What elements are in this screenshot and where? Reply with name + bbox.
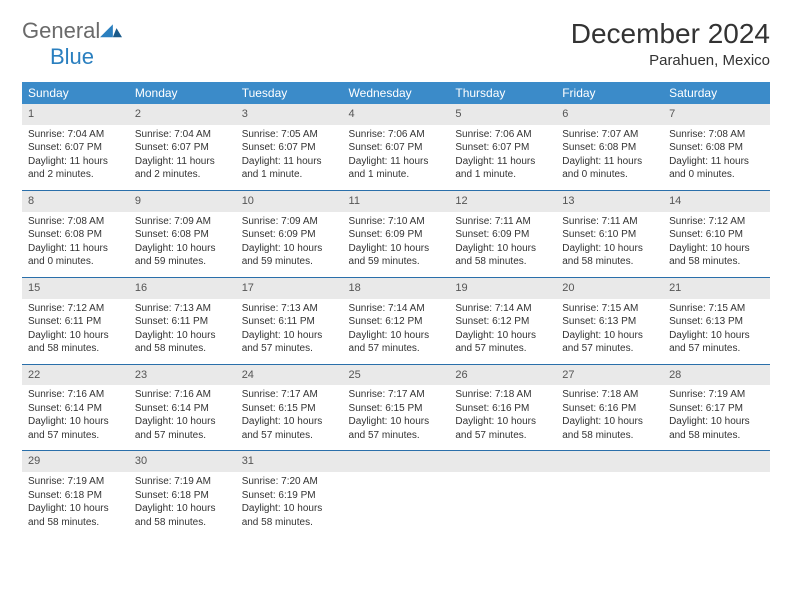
day-detail-cell: Sunrise: 7:14 AMSunset: 6:12 PMDaylight:… [343, 299, 450, 365]
day-number-cell: 1 [22, 104, 129, 125]
logo: General Blue [22, 18, 122, 70]
day-detail-cell: Sunrise: 7:15 AMSunset: 6:13 PMDaylight:… [556, 299, 663, 365]
day-number-row: 891011121314 [22, 190, 770, 211]
day-detail-cell: Sunrise: 7:17 AMSunset: 6:15 PMDaylight:… [343, 385, 450, 451]
day-number-cell: 8 [22, 190, 129, 211]
day-detail-cell: Sunrise: 7:19 AMSunset: 6:18 PMDaylight:… [129, 472, 236, 537]
logo-word2: Blue [50, 44, 94, 69]
day-detail-cell: Sunrise: 7:04 AMSunset: 6:07 PMDaylight:… [129, 125, 236, 191]
day-number-cell: 5 [449, 104, 556, 125]
day-number-cell: 27 [556, 364, 663, 385]
day-detail-cell: Sunrise: 7:11 AMSunset: 6:10 PMDaylight:… [556, 212, 663, 278]
day-number-cell: 3 [236, 104, 343, 125]
day-detail-cell: Sunrise: 7:06 AMSunset: 6:07 PMDaylight:… [449, 125, 556, 191]
day-number-cell: 20 [556, 277, 663, 298]
day-number-cell: 12 [449, 190, 556, 211]
title-block: December 2024 Parahuen, Mexico [571, 18, 770, 69]
day-detail-cell: Sunrise: 7:09 AMSunset: 6:08 PMDaylight:… [129, 212, 236, 278]
day-number-cell: 29 [22, 451, 129, 472]
day-number-cell: 4 [343, 104, 450, 125]
day-detail-cell: Sunrise: 7:18 AMSunset: 6:16 PMDaylight:… [449, 385, 556, 451]
weekday-header: Monday [129, 82, 236, 104]
day-detail-cell: Sunrise: 7:05 AMSunset: 6:07 PMDaylight:… [236, 125, 343, 191]
day-number-cell: 9 [129, 190, 236, 211]
day-number-cell: 31 [236, 451, 343, 472]
day-number-cell [343, 451, 450, 472]
day-detail-cell: Sunrise: 7:18 AMSunset: 6:16 PMDaylight:… [556, 385, 663, 451]
day-detail-cell: Sunrise: 7:13 AMSunset: 6:11 PMDaylight:… [129, 299, 236, 365]
day-number-cell [663, 451, 770, 472]
day-detail-cell: Sunrise: 7:06 AMSunset: 6:07 PMDaylight:… [343, 125, 450, 191]
day-detail-row: Sunrise: 7:08 AMSunset: 6:08 PMDaylight:… [22, 212, 770, 278]
day-detail-cell [449, 472, 556, 537]
location: Parahuen, Mexico [571, 52, 770, 69]
day-number-cell: 7 [663, 104, 770, 125]
logo-text: General Blue [22, 18, 122, 70]
day-detail-row: Sunrise: 7:04 AMSunset: 6:07 PMDaylight:… [22, 125, 770, 191]
logo-mark-icon [100, 20, 122, 38]
weekday-header-row: SundayMondayTuesdayWednesdayThursdayFrid… [22, 82, 770, 104]
header: General Blue December 2024 Parahuen, Mex… [22, 18, 770, 70]
day-detail-cell [663, 472, 770, 537]
day-number-cell: 10 [236, 190, 343, 211]
day-number-cell [556, 451, 663, 472]
day-detail-cell [556, 472, 663, 537]
weekday-header: Sunday [22, 82, 129, 104]
day-number-cell: 15 [22, 277, 129, 298]
day-number-cell: 24 [236, 364, 343, 385]
day-number-cell: 21 [663, 277, 770, 298]
day-number-row: 22232425262728 [22, 364, 770, 385]
day-detail-cell: Sunrise: 7:17 AMSunset: 6:15 PMDaylight:… [236, 385, 343, 451]
day-number-cell: 25 [343, 364, 450, 385]
day-detail-cell: Sunrise: 7:16 AMSunset: 6:14 PMDaylight:… [129, 385, 236, 451]
day-detail-cell: Sunrise: 7:11 AMSunset: 6:09 PMDaylight:… [449, 212, 556, 278]
day-number-cell: 16 [129, 277, 236, 298]
day-detail-cell: Sunrise: 7:04 AMSunset: 6:07 PMDaylight:… [22, 125, 129, 191]
day-detail-cell: Sunrise: 7:19 AMSunset: 6:17 PMDaylight:… [663, 385, 770, 451]
day-number-cell: 6 [556, 104, 663, 125]
day-number-cell: 19 [449, 277, 556, 298]
logo-word1: General [22, 18, 100, 43]
day-detail-cell: Sunrise: 7:12 AMSunset: 6:11 PMDaylight:… [22, 299, 129, 365]
weekday-header: Tuesday [236, 82, 343, 104]
day-number-cell: 13 [556, 190, 663, 211]
day-detail-cell [343, 472, 450, 537]
calendar-table: SundayMondayTuesdayWednesdayThursdayFrid… [22, 82, 770, 537]
day-detail-row: Sunrise: 7:19 AMSunset: 6:18 PMDaylight:… [22, 472, 770, 537]
day-detail-cell: Sunrise: 7:08 AMSunset: 6:08 PMDaylight:… [663, 125, 770, 191]
day-number-row: 1234567 [22, 104, 770, 125]
day-detail-cell: Sunrise: 7:07 AMSunset: 6:08 PMDaylight:… [556, 125, 663, 191]
day-number-row: 15161718192021 [22, 277, 770, 298]
day-number-cell: 22 [22, 364, 129, 385]
day-detail-cell: Sunrise: 7:08 AMSunset: 6:08 PMDaylight:… [22, 212, 129, 278]
weekday-header: Thursday [449, 82, 556, 104]
day-number-cell [449, 451, 556, 472]
weekday-header: Saturday [663, 82, 770, 104]
day-detail-row: Sunrise: 7:12 AMSunset: 6:11 PMDaylight:… [22, 299, 770, 365]
day-number-cell: 30 [129, 451, 236, 472]
day-detail-cell: Sunrise: 7:10 AMSunset: 6:09 PMDaylight:… [343, 212, 450, 278]
day-detail-cell: Sunrise: 7:19 AMSunset: 6:18 PMDaylight:… [22, 472, 129, 537]
day-detail-cell: Sunrise: 7:09 AMSunset: 6:09 PMDaylight:… [236, 212, 343, 278]
day-number-cell: 23 [129, 364, 236, 385]
weekday-header: Friday [556, 82, 663, 104]
month-title: December 2024 [571, 18, 770, 50]
day-detail-cell: Sunrise: 7:13 AMSunset: 6:11 PMDaylight:… [236, 299, 343, 365]
day-number-cell: 18 [343, 277, 450, 298]
day-detail-cell: Sunrise: 7:20 AMSunset: 6:19 PMDaylight:… [236, 472, 343, 537]
day-detail-cell: Sunrise: 7:15 AMSunset: 6:13 PMDaylight:… [663, 299, 770, 365]
day-number-cell: 26 [449, 364, 556, 385]
weekday-header: Wednesday [343, 82, 450, 104]
day-number-cell: 17 [236, 277, 343, 298]
day-detail-cell: Sunrise: 7:16 AMSunset: 6:14 PMDaylight:… [22, 385, 129, 451]
day-number-row: 293031 [22, 451, 770, 472]
day-number-cell: 28 [663, 364, 770, 385]
day-detail-row: Sunrise: 7:16 AMSunset: 6:14 PMDaylight:… [22, 385, 770, 451]
day-detail-cell: Sunrise: 7:14 AMSunset: 6:12 PMDaylight:… [449, 299, 556, 365]
day-number-cell: 2 [129, 104, 236, 125]
day-number-cell: 11 [343, 190, 450, 211]
day-detail-cell: Sunrise: 7:12 AMSunset: 6:10 PMDaylight:… [663, 212, 770, 278]
day-number-cell: 14 [663, 190, 770, 211]
